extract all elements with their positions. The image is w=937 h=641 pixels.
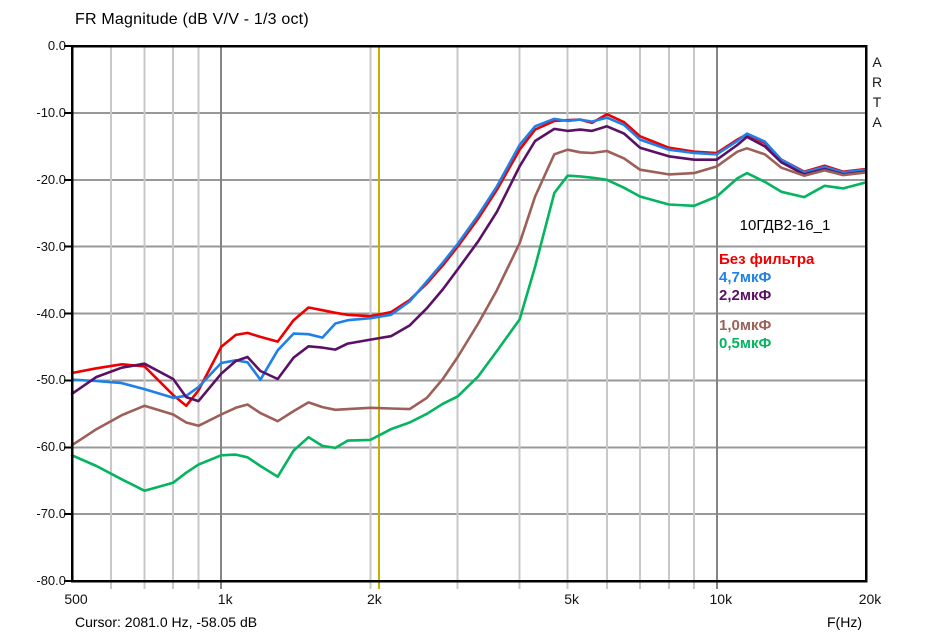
fr-curve-4-7uf bbox=[70, 116, 868, 400]
chart-title: FR Magnitude (dB V/V - 1/3 oct) bbox=[75, 11, 309, 28]
legend-entry-2-2uf: 2,2мкФ bbox=[719, 287, 772, 304]
legend-entry-no-filter: Без фильтра bbox=[719, 251, 815, 268]
x-axis-tick-label: 5k bbox=[564, 591, 579, 607]
arta-letter: A bbox=[872, 54, 882, 70]
cursor-readout: Cursor: 2081.0 Hz, -58.05 dB bbox=[75, 614, 258, 630]
y-axis-tick-label: -20.0 bbox=[36, 171, 66, 187]
y-axis-tick-label: -50.0 bbox=[36, 372, 66, 388]
arta-watermark: A R T A bbox=[869, 52, 885, 132]
x-axis-tick-label: 10k bbox=[709, 591, 733, 607]
x-axis-tick-label: 1k bbox=[217, 591, 233, 607]
y-axis-tick-label: -10.0 bbox=[36, 104, 66, 120]
x-axis-tick-label: 2k bbox=[366, 591, 382, 607]
y-axis-tick-label: -30.0 bbox=[36, 238, 66, 254]
plot-frame bbox=[70, 44, 868, 583]
y-axis-tick-label: 0.0 bbox=[47, 38, 66, 53]
y-axis-tick-label: -70.0 bbox=[36, 506, 66, 522]
x-axis-tick-label: 500 bbox=[64, 591, 88, 607]
arta-letter: R bbox=[871, 74, 883, 90]
legend-entry-0-5uf: 0,5мкФ bbox=[719, 335, 772, 352]
fr-curve-0-5uf bbox=[70, 171, 868, 493]
y-axis-tick-label: -80.0 bbox=[36, 573, 66, 588]
arta-letter: T bbox=[872, 94, 882, 110]
legend-entry-4-7uf: 4,7мкФ bbox=[719, 269, 772, 286]
fr-curve-1-0uf bbox=[70, 147, 868, 447]
device-model-label: 10ГДВ2-16_1 bbox=[739, 217, 831, 234]
y-axis-tick-label: -60.0 bbox=[36, 439, 66, 455]
y-axis-tick-label: -40.0 bbox=[36, 305, 66, 321]
x-axis-title: F(Hz) bbox=[827, 614, 862, 630]
x-axis-tick-label: 20k bbox=[858, 591, 882, 607]
fr-curve-2-2uf bbox=[70, 125, 868, 403]
legend-entry-1-0uf: 1,0мкФ bbox=[719, 317, 772, 334]
arta-letter: A bbox=[872, 114, 882, 130]
